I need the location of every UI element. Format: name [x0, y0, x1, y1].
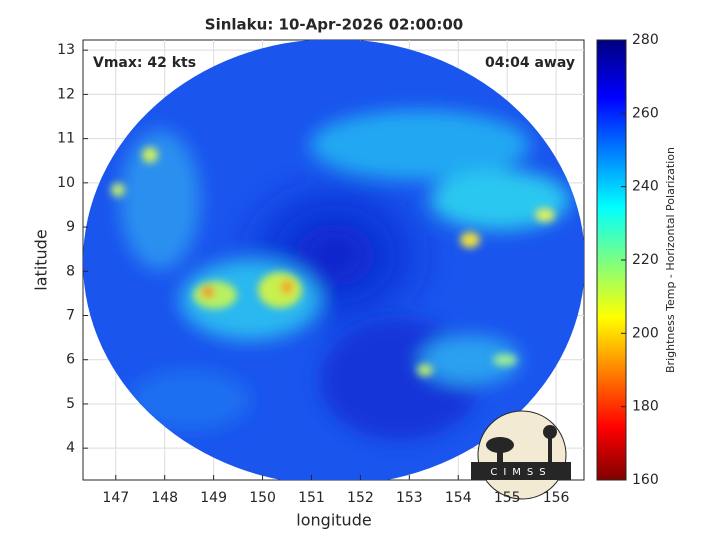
y-axis-label: latitude	[32, 229, 51, 290]
x-axis-label: longitude	[296, 511, 371, 530]
x-tick-label: 156	[543, 490, 570, 506]
y-tick-label: 4	[66, 440, 75, 456]
x-tick-label: 148	[151, 490, 178, 506]
y-tick-label: 7	[66, 307, 75, 323]
x-tick-label: 150	[249, 490, 276, 506]
colorbar-tick-label: 180	[632, 399, 659, 415]
x-tick-label: 149	[200, 490, 227, 506]
y-tick-label: 11	[57, 131, 75, 147]
colorbar-tick-label: 260	[632, 105, 659, 121]
colorbar-tick-label: 280	[632, 32, 659, 48]
logo-text: CIMSS	[490, 467, 551, 478]
colorbar-tick-label: 160	[632, 472, 659, 488]
x-tick-label: 151	[298, 490, 325, 506]
chart-title: Sinlaku: 10-Apr-2026 02:00:00	[205, 16, 463, 34]
x-tick-label: 152	[347, 490, 374, 506]
x-tick-label: 154	[445, 490, 472, 506]
brightness-image	[83, 40, 584, 480]
colorbar-tick-label: 200	[632, 325, 659, 341]
y-tick-label: 9	[66, 219, 75, 235]
y-tick-label: 6	[66, 352, 75, 368]
x-tick-label: 153	[396, 490, 423, 506]
y-tick-label: 13	[57, 42, 75, 58]
x-tick-label: 147	[102, 490, 129, 506]
y-tick-label: 8	[66, 263, 75, 279]
colorbar-label: Brightness Temp - Horizontal Polarizatio…	[664, 147, 677, 373]
colorbar-tick-label: 240	[632, 179, 659, 195]
cimss-logo: CIMSS	[471, 410, 571, 500]
annotation: Vmax: 42 kts	[93, 55, 196, 71]
y-tick-label: 10	[57, 175, 75, 191]
x-tick-label: 155	[494, 490, 521, 506]
y-tick-label: 12	[57, 86, 75, 102]
annotation: 04:04 away	[485, 55, 575, 71]
y-tick-label: 5	[66, 396, 75, 412]
colorbar-tick-label: 220	[632, 252, 659, 268]
